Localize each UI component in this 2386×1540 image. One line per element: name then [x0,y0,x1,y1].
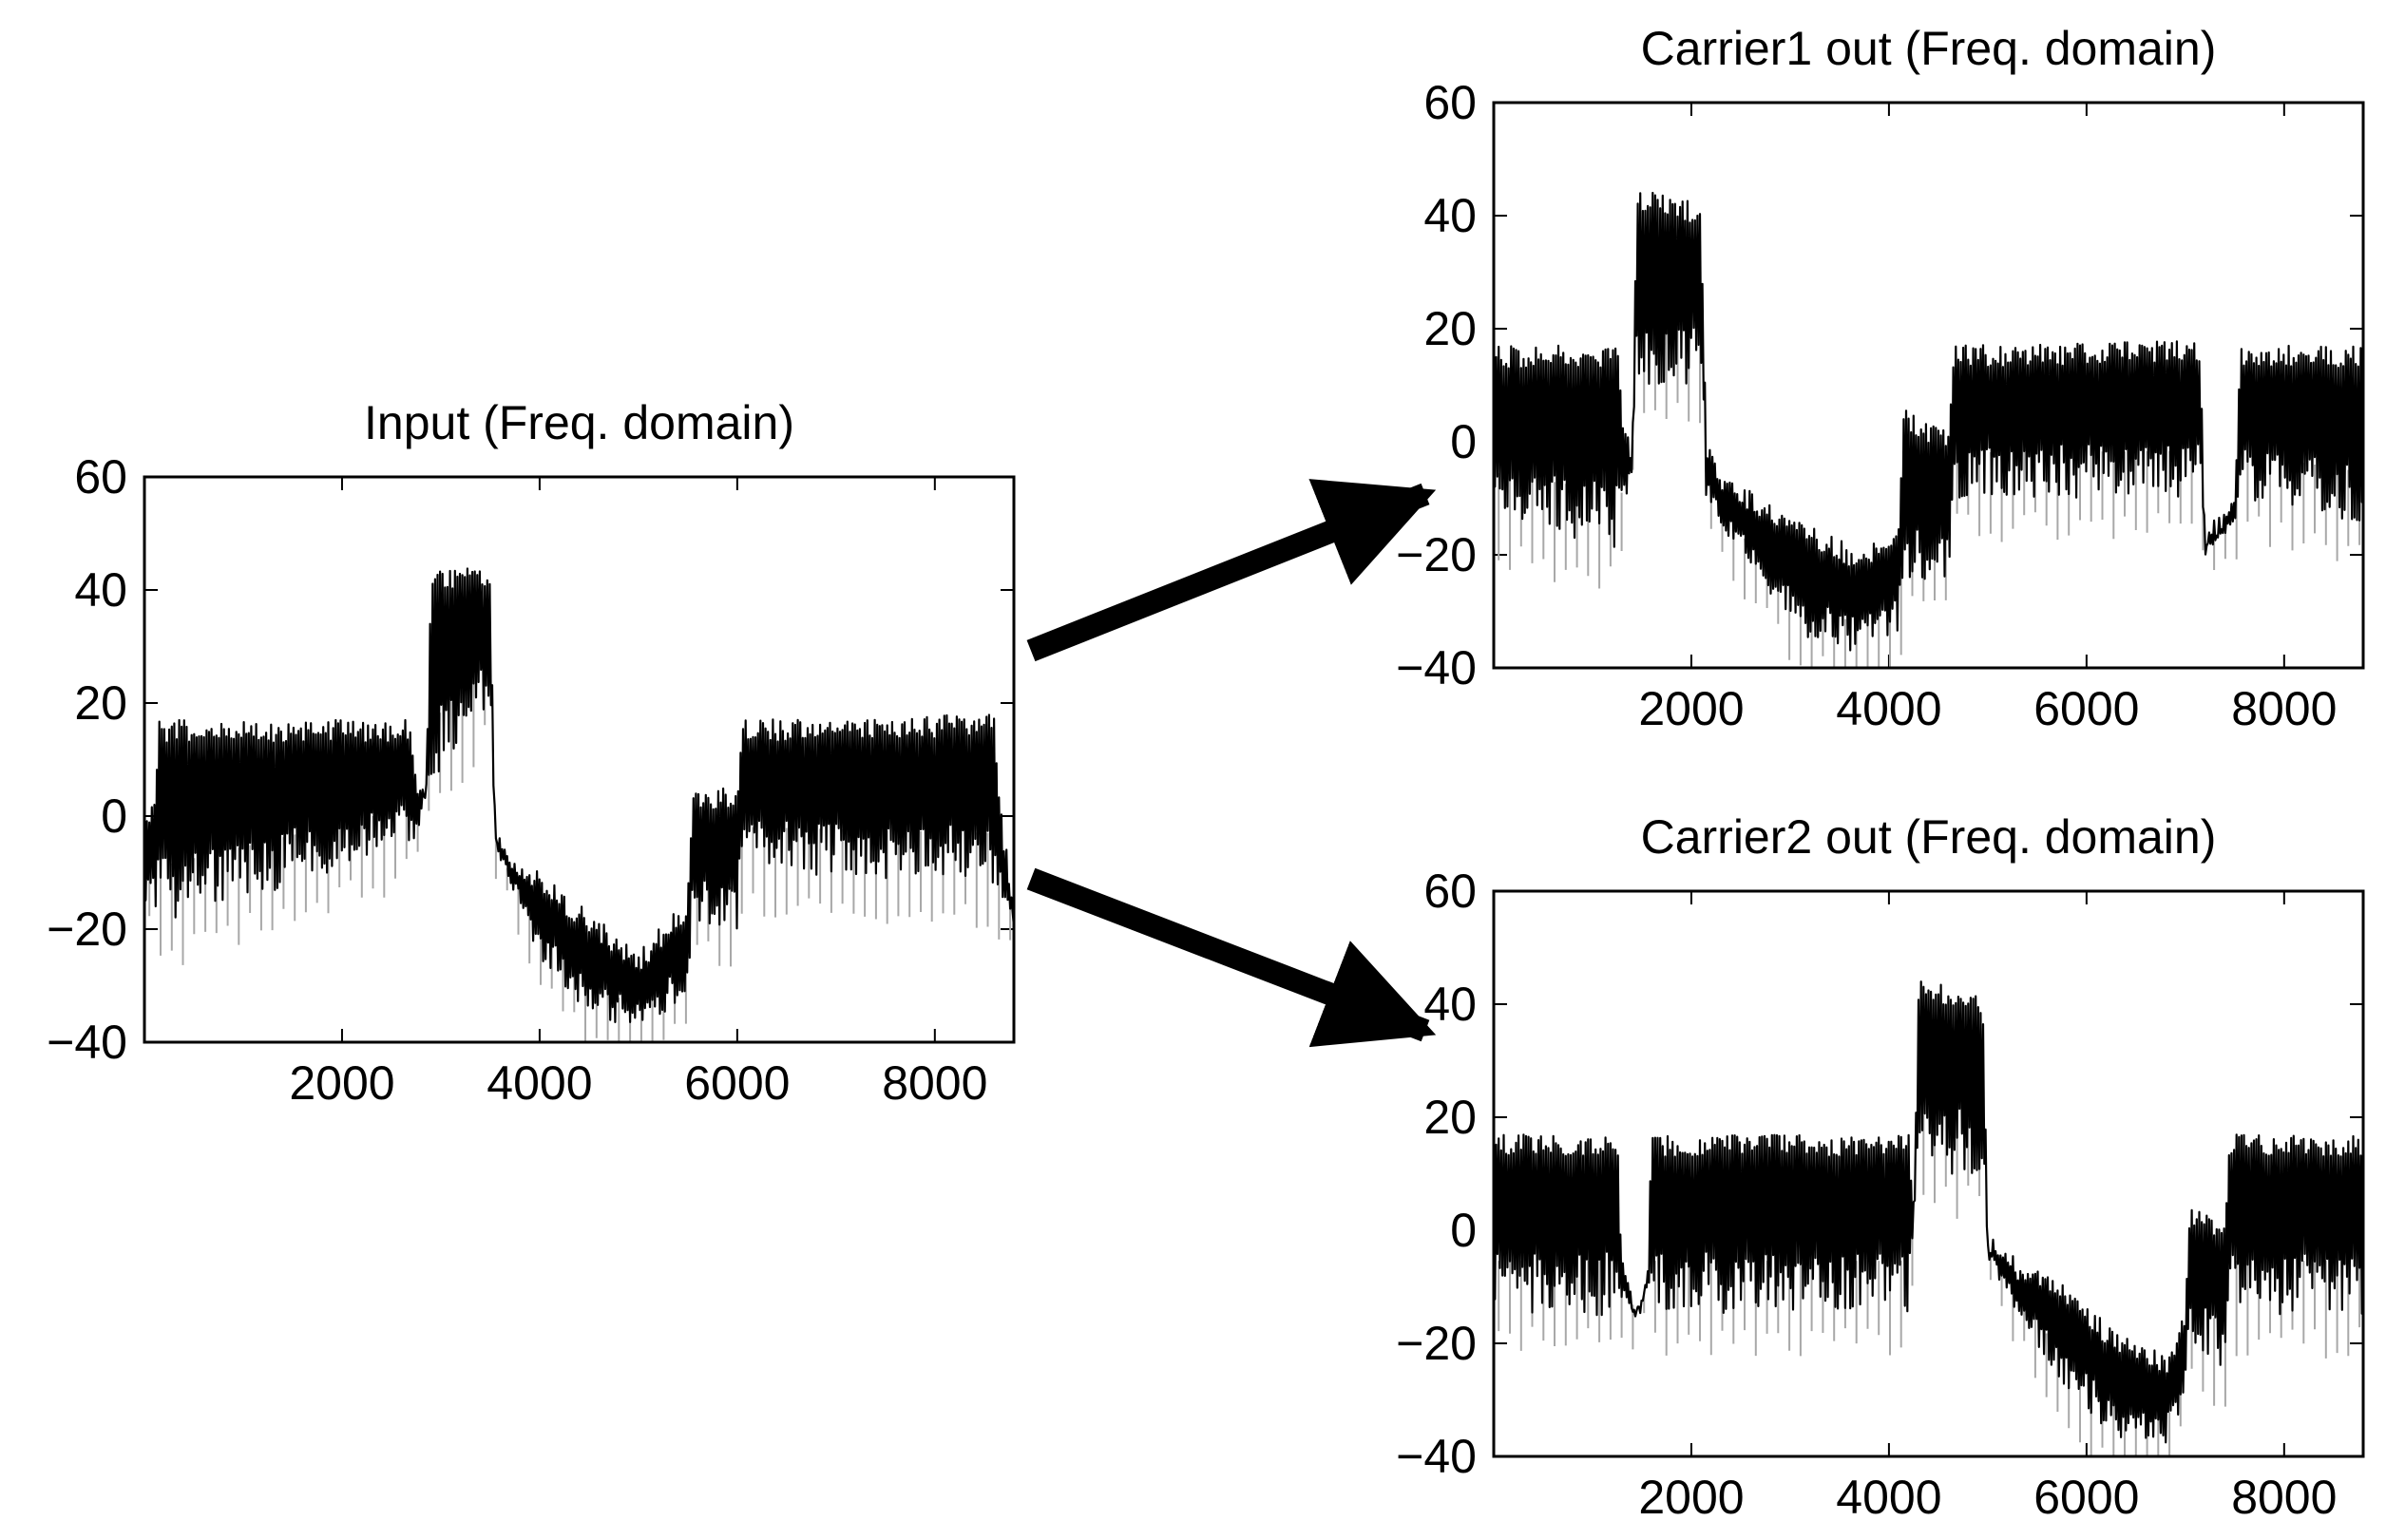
carrier2-y-tick-label: 60 [1423,865,1477,918]
carrier2-x-tick-label: 2000 [1638,1471,1744,1524]
carrier2-y-tick-label: −20 [1396,1317,1477,1370]
carrier1-trace-shadow [1498,326,2361,668]
carrier1-y-tick-label: 60 [1423,76,1477,129]
input-x-tick-label: 6000 [684,1056,790,1110]
carrier1-panel: Carrier1 out (Freq. domain) 60 40 20 0 −20 −40… [1396,22,2365,735]
input-trace-group [144,567,1014,1042]
carrier2-trace-group [1494,980,2363,1456]
carrier2-x-tick-label: 8000 [2231,1471,2337,1524]
carrier1-x-tick-label: 2000 [1638,682,1744,735]
input-y-tick-label: 40 [74,563,127,617]
input-trace-shadow [148,667,1012,1042]
input-title: Input (Freq. domain) [364,396,794,449]
input-y-tick-label: 20 [74,676,127,730]
carrier1-trace-group [1494,191,2363,668]
input-x-tick-label: 2000 [289,1056,394,1110]
carrier2-y-tick-label: 40 [1423,978,1477,1031]
carrier1-trace-line [1494,191,2363,652]
carrier1-axes-box [1492,101,2365,670]
input-y-tick-label: −20 [47,903,127,956]
carrier1-x-tick-label: 8000 [2231,682,2337,735]
carrier1-title: Carrier1 out (Freq. domain) [1641,22,2217,75]
carrier2-y-tick-label: 20 [1423,1091,1477,1144]
input-trace-line [144,567,1014,1023]
carrier2-axes-box [1492,889,2365,1458]
arrow-to-carrier1 [1026,479,1437,662]
input-panel: Input (Freq. domain) 60 40 20 0 −20 −40 2000 400… [47,396,1016,1110]
carrier2-x-tick-label: 6000 [2033,1471,2139,1524]
carrier1-y-tick-label: 20 [1423,302,1477,355]
input-y-tick-label: 60 [74,450,127,504]
carrier2-trace-line [1494,980,2363,1444]
carrier2-y-tick-label: 0 [1450,1204,1477,1257]
carrier1-y-tick-label: −40 [1396,641,1477,694]
carrier1-x-tick-label: 4000 [1836,682,1941,735]
input-y-tick-label: −40 [47,1016,127,1069]
carrier1-y-tick-label: 40 [1423,189,1477,242]
carrier2-panel: Carrier2 out (Freq. domain) 60 40 20 0 −20 −40… [1396,810,2365,1524]
carrier2-title: Carrier2 out (Freq. domain) [1641,810,2217,864]
input-x-tick-label: 8000 [882,1056,987,1110]
carrier2-x-tick-label: 4000 [1836,1471,1941,1524]
input-y-tick-label: 0 [101,789,127,843]
carrier1-x-tick-label: 6000 [2033,682,2139,735]
input-axes-box [143,475,1016,1044]
carrier1-y-tick-label: −20 [1396,528,1477,581]
input-x-tick-label: 4000 [487,1056,592,1110]
carrier2-y-tick-label: −40 [1396,1430,1477,1483]
arrow-to-carrier2 [1026,867,1437,1048]
carrier1-y-tick-label: 0 [1450,415,1477,468]
